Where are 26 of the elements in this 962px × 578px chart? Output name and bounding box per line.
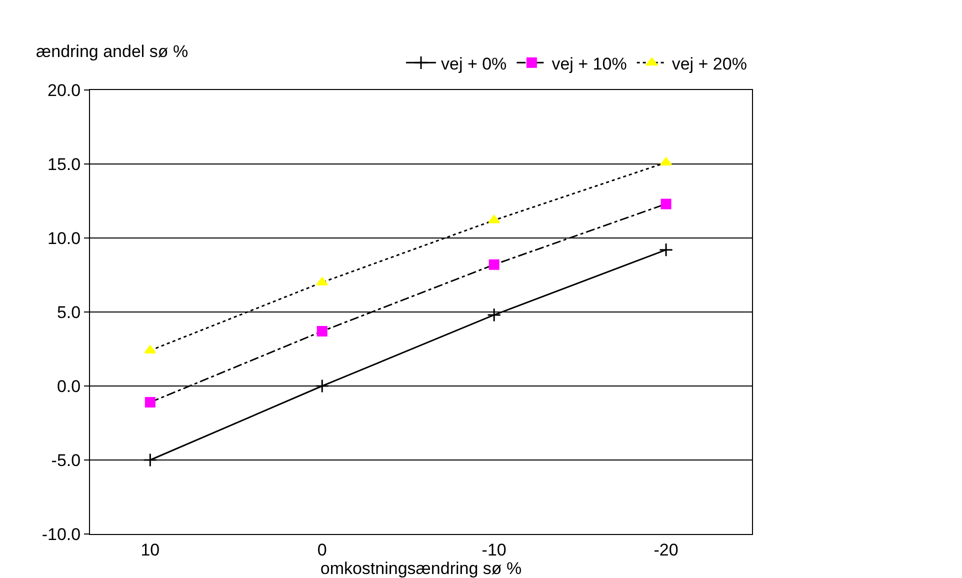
point [660,198,672,210]
x-tick-label: 0 [317,540,327,560]
point [144,397,156,408]
x-axis-title: omkostningsændring sø % [320,559,522,578]
x-tick-label: -10 [482,540,506,560]
x-tick-label: 10 [140,540,160,560]
y-axis-title: ændring andel sø % [36,42,188,61]
point [316,326,328,336]
point [487,308,502,322]
y-tick-label: 5.0 [56,302,81,322]
y-tick-label: 20.0 [48,80,81,100]
y-tick-label: 10.0 [48,228,81,248]
point [143,452,158,468]
y-tick-label: -5.0 [51,450,81,470]
x-tick-label: -20 [654,540,678,560]
legend-label: vej + 0% [441,54,507,74]
y-tick-label: 0.0 [56,376,81,396]
y-tick-label: 15.0 [48,154,81,174]
point [488,214,500,224]
point [658,242,674,257]
point [488,259,500,270]
point [660,157,672,166]
legend-label: vej + 10% [552,54,627,74]
legend-label: vej + 20% [672,54,747,74]
point [315,378,330,394]
y-tick-label: -10.0 [42,524,81,544]
